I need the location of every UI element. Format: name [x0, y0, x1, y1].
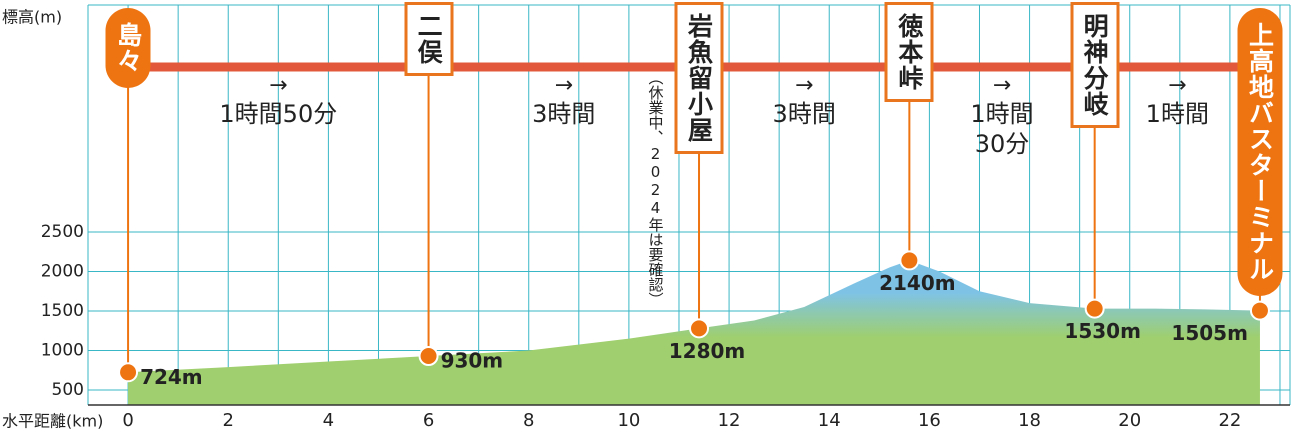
segment-time: 30分 [975, 130, 1030, 158]
y-axis-label: 標高(m) [2, 8, 62, 27]
waypoint-label: 明神分岐 [1070, 2, 1120, 128]
waypoint-marker [1084, 298, 1105, 319]
elevation-label: 724m [140, 365, 203, 389]
waypoint-label: 岩魚留小屋 [674, 2, 724, 154]
x-tick-label: 20 [1118, 410, 1141, 431]
y-tick-label: 1500 [41, 301, 84, 321]
waypoint-note: （休業中、2024年は要確認） [646, 70, 665, 307]
y-tick-label: 500 [52, 380, 84, 400]
elevation-label: 1280m [669, 339, 746, 363]
x-tick-label: 18 [1018, 410, 1041, 431]
segment-arrow: → [555, 73, 573, 98]
segment-time: 3時間 [773, 100, 836, 128]
waypoint-marker [118, 362, 139, 383]
waypoint-label: 徳本峠 [884, 2, 934, 102]
x-tick-label: 22 [1218, 410, 1241, 431]
segment-time: 3時間 [532, 100, 595, 128]
x-axis-label: 水平距離(km) [2, 412, 103, 431]
waypoint-marker [689, 318, 710, 339]
segment-time: 1時間 [1146, 100, 1209, 128]
waypoint-marker [899, 250, 920, 271]
elevation-label: 930m [441, 349, 504, 373]
x-tick-label: 6 [423, 410, 434, 431]
y-tick-label: 2000 [41, 261, 84, 281]
x-tick-label: 14 [818, 410, 841, 431]
segment-time: 1時間 [970, 100, 1033, 128]
waypoint-marker [418, 346, 439, 367]
segment-time: 1時間50分 [219, 100, 337, 128]
y-tick-label: 1000 [41, 340, 84, 360]
elevation-label: 1505m [1171, 321, 1248, 345]
x-tick-label: 10 [617, 410, 640, 431]
x-tick-label: 16 [918, 410, 941, 431]
segment-arrow: → [993, 73, 1011, 98]
segment-arrow: → [795, 73, 813, 98]
x-tick-label: 8 [523, 410, 534, 431]
x-tick-label: 2 [223, 410, 234, 431]
elevation-label: 2140m [879, 271, 956, 295]
waypoint-marker [1249, 300, 1270, 321]
segment-arrow: → [269, 73, 287, 98]
waypoint-label: 島々 [105, 8, 151, 88]
elevation-label: 1530m [1064, 319, 1141, 343]
segment-arrow: → [1168, 73, 1186, 98]
waypoint-label: 上高地バスターミナル [1237, 8, 1283, 296]
x-tick-label: 4 [323, 410, 334, 431]
waypoint-label: 二俣 [404, 2, 454, 76]
x-tick-label: 12 [718, 410, 741, 431]
x-tick-label: 0 [122, 410, 133, 431]
y-tick-label: 2500 [41, 222, 84, 242]
